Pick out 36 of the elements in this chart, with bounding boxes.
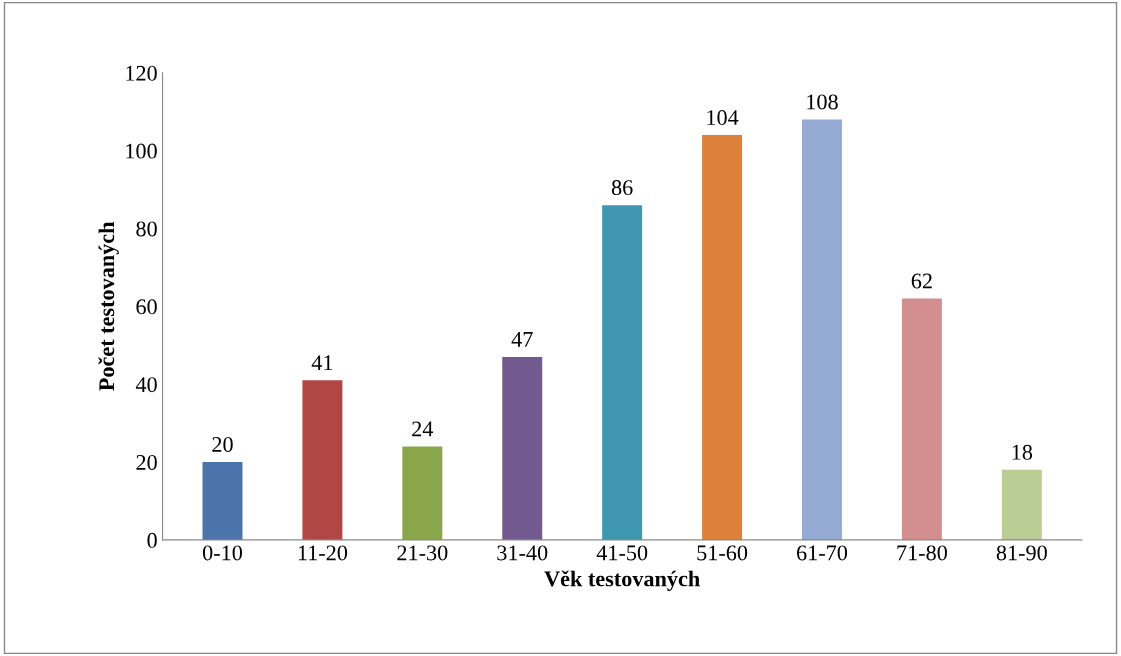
bar <box>302 380 343 540</box>
y-tick-label: 120 <box>126 65 157 81</box>
y-axis-title: Počet testovaných <box>98 221 119 391</box>
bar <box>202 462 243 540</box>
data-label: 104 <box>707 110 739 126</box>
y-tick-label: 0 <box>147 532 157 548</box>
data-label: 47 <box>511 332 533 347</box>
data-label: 62 <box>911 273 932 289</box>
bar <box>901 298 942 540</box>
data-label: 18 <box>1012 444 1033 460</box>
data-label: 108 <box>807 94 838 110</box>
bar <box>602 205 643 540</box>
bar <box>502 356 543 540</box>
data-label: 41 <box>311 355 333 371</box>
x-tick-label: 21-30 <box>397 545 448 561</box>
x-axis-title: Věk testovaných <box>544 570 700 591</box>
x-tick-label: 61-70 <box>797 545 848 561</box>
x-tick-label: 71-80 <box>897 545 947 561</box>
x-tick-label: 31-40 <box>497 545 548 561</box>
data-label: 20 <box>212 436 233 452</box>
x-tick-label: 11-20 <box>298 545 348 561</box>
bar <box>802 119 842 540</box>
y-tick-label: 100 <box>126 143 157 159</box>
bar <box>1001 469 1042 540</box>
y-tick-label: 40 <box>135 377 157 393</box>
data-label: 86 <box>611 180 633 196</box>
bar <box>702 135 743 540</box>
y-tick-label: 60 <box>136 299 157 315</box>
x-tick-label: 81-90 <box>996 545 1047 561</box>
y-tick-label: 20 <box>136 454 157 470</box>
x-tick-label: 0-10 <box>202 545 243 561</box>
bar <box>402 446 443 540</box>
y-tick-label: 80 <box>136 221 157 237</box>
x-tick-label: 51-60 <box>697 545 748 561</box>
x-tick-label: 41-50 <box>596 545 648 561</box>
data-label: 24 <box>412 421 434 437</box>
